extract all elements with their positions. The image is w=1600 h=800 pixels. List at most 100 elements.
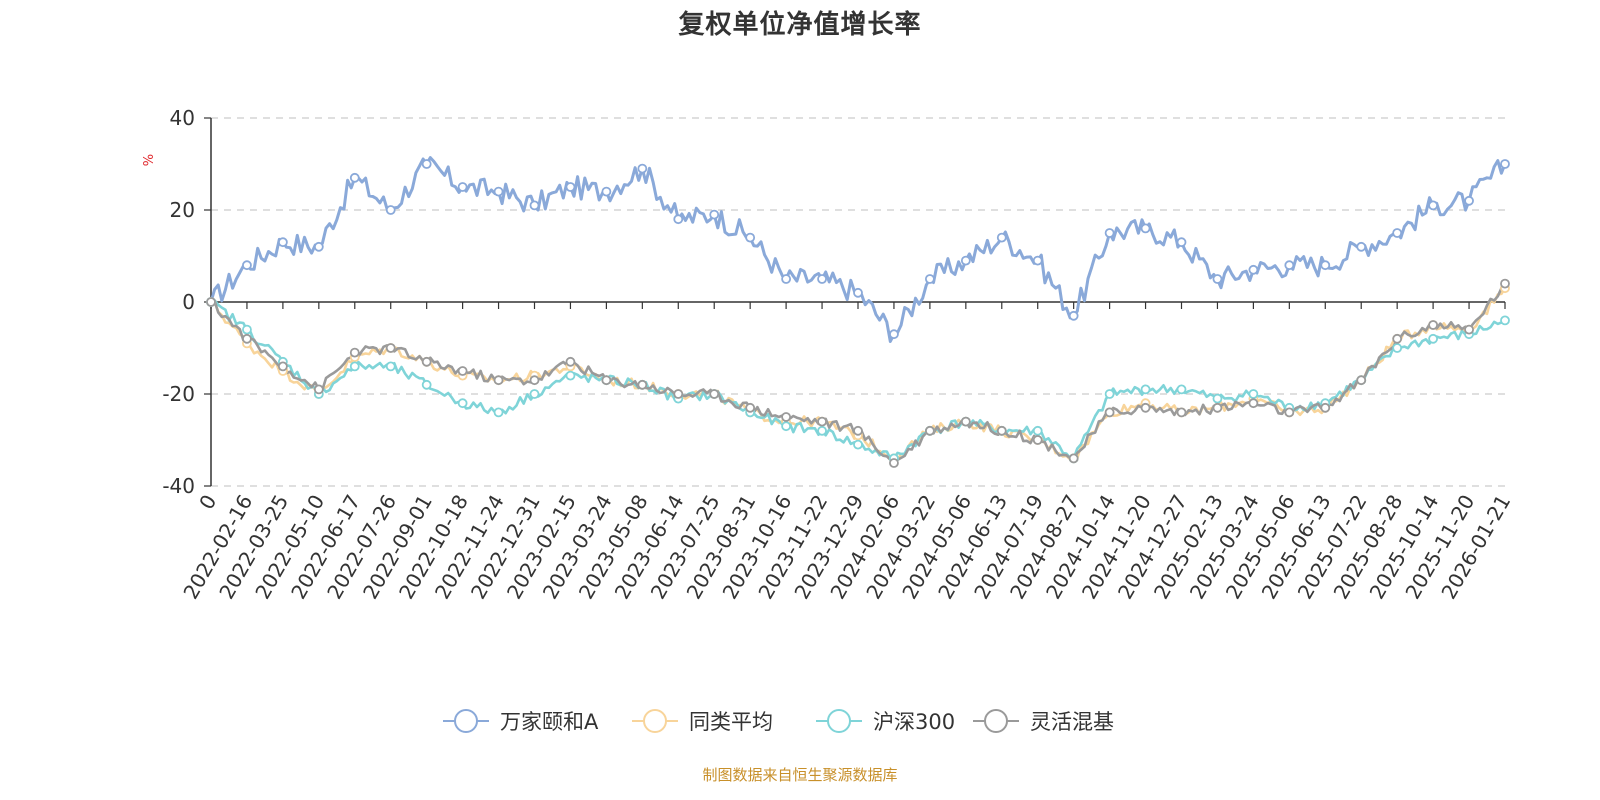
data-point[interactable] bbox=[1032, 425, 1043, 436]
data-point[interactable] bbox=[242, 260, 252, 271]
data-point[interactable] bbox=[817, 274, 827, 284]
data-point[interactable] bbox=[1176, 384, 1187, 395]
data-point[interactable] bbox=[493, 186, 504, 197]
data-point[interactable] bbox=[385, 343, 396, 353]
data-point[interactable] bbox=[745, 232, 756, 243]
data-point[interactable] bbox=[781, 421, 792, 432]
data-point[interactable] bbox=[924, 274, 935, 284]
data-point[interactable] bbox=[385, 205, 396, 215]
data-point[interactable] bbox=[1464, 324, 1474, 335]
data-point[interactable] bbox=[565, 370, 576, 381]
data-point[interactable] bbox=[1032, 435, 1043, 445]
data-point[interactable] bbox=[242, 333, 252, 344]
data-point[interactable] bbox=[853, 287, 863, 298]
data-point[interactable] bbox=[1104, 228, 1115, 238]
data-point[interactable] bbox=[349, 172, 360, 183]
data-point[interactable] bbox=[889, 329, 899, 340]
legend-item[interactable]: 万家颐和A bbox=[443, 709, 599, 734]
data-point[interactable] bbox=[1248, 398, 1259, 409]
data-point[interactable] bbox=[1428, 200, 1439, 211]
data-point[interactable] bbox=[889, 458, 899, 468]
data-point[interactable] bbox=[1320, 260, 1331, 271]
data-point[interactable] bbox=[1428, 320, 1439, 330]
data-point[interactable] bbox=[565, 356, 576, 367]
data-point[interactable] bbox=[1068, 310, 1079, 321]
data-point[interactable] bbox=[1248, 389, 1259, 399]
data-point[interactable] bbox=[1176, 407, 1187, 418]
data-point[interactable] bbox=[493, 407, 504, 418]
data-point[interactable] bbox=[1464, 195, 1474, 206]
series-line[interactable] bbox=[209, 156, 1507, 343]
data-point[interactable] bbox=[709, 389, 720, 399]
data-point[interactable] bbox=[529, 375, 540, 386]
data-point[interactable] bbox=[457, 366, 468, 376]
data-point[interactable] bbox=[637, 379, 648, 390]
data-point[interactable] bbox=[817, 416, 827, 427]
data-point[interactable] bbox=[1212, 393, 1223, 404]
data-point[interactable] bbox=[1356, 375, 1367, 386]
data-point[interactable] bbox=[1356, 241, 1367, 252]
data-point[interactable] bbox=[1104, 389, 1115, 399]
data-point[interactable] bbox=[601, 375, 612, 386]
data-point[interactable] bbox=[1320, 402, 1331, 413]
data-point[interactable] bbox=[1392, 333, 1403, 344]
data-point[interactable] bbox=[421, 379, 432, 390]
data-point[interactable] bbox=[1104, 407, 1115, 418]
data-point[interactable] bbox=[1032, 255, 1043, 266]
data-point[interactable] bbox=[1176, 237, 1187, 248]
data-point[interactable] bbox=[457, 398, 468, 409]
data-point[interactable] bbox=[206, 297, 216, 307]
legend[interactable]: 万家颐和A 同类平均 沪深300 灵活混基 bbox=[443, 709, 1114, 734]
data-point[interactable] bbox=[1392, 228, 1403, 238]
data-point[interactable] bbox=[242, 324, 252, 335]
data-point[interactable] bbox=[1284, 407, 1295, 418]
data-point[interactable] bbox=[781, 274, 792, 284]
legend-item[interactable]: 沪深300 bbox=[816, 709, 955, 734]
data-point[interactable] bbox=[313, 241, 324, 252]
data-point[interactable] bbox=[565, 182, 576, 192]
data-point[interactable] bbox=[313, 384, 324, 395]
data-point[interactable] bbox=[745, 402, 756, 413]
data-point[interactable] bbox=[1212, 274, 1223, 284]
data-point[interactable] bbox=[1500, 278, 1510, 289]
data-point[interactable] bbox=[277, 361, 288, 372]
data-point[interactable] bbox=[996, 425, 1007, 436]
data-point[interactable] bbox=[637, 163, 648, 174]
data-point[interactable] bbox=[1140, 223, 1151, 234]
data-point[interactable] bbox=[781, 412, 792, 422]
data-point[interactable] bbox=[853, 439, 863, 450]
data-point[interactable] bbox=[673, 214, 684, 225]
data-point[interactable] bbox=[385, 361, 396, 372]
data-point[interactable] bbox=[1248, 264, 1259, 275]
data-point[interactable] bbox=[529, 389, 540, 399]
data-point[interactable] bbox=[1140, 402, 1151, 413]
data-point[interactable] bbox=[960, 255, 971, 266]
data-point[interactable] bbox=[1068, 453, 1079, 464]
data-point[interactable] bbox=[996, 232, 1007, 243]
legend-item[interactable]: 同类平均 bbox=[632, 709, 773, 734]
data-point[interactable] bbox=[349, 361, 360, 372]
data-point[interactable] bbox=[924, 425, 935, 436]
data-point[interactable] bbox=[421, 356, 432, 367]
data-point[interactable] bbox=[349, 347, 360, 358]
data-point[interactable] bbox=[817, 425, 827, 436]
data-point[interactable] bbox=[960, 416, 971, 427]
data-point[interactable] bbox=[1140, 384, 1151, 395]
y-tick-label: -40 bbox=[162, 474, 195, 498]
data-point[interactable] bbox=[601, 186, 612, 197]
data-point[interactable] bbox=[673, 389, 684, 399]
data-point[interactable] bbox=[1212, 402, 1223, 413]
data-point[interactable] bbox=[457, 182, 468, 192]
data-point[interactable] bbox=[493, 375, 504, 386]
legend-item[interactable]: 灵活混基 bbox=[973, 709, 1114, 734]
data-point[interactable] bbox=[1392, 343, 1403, 353]
data-point[interactable] bbox=[1428, 333, 1439, 344]
data-point[interactable] bbox=[421, 159, 432, 169]
data-point[interactable] bbox=[529, 200, 540, 211]
data-point[interactable] bbox=[277, 237, 288, 248]
data-point[interactable] bbox=[1500, 159, 1510, 169]
data-point[interactable] bbox=[1284, 260, 1295, 271]
data-point[interactable] bbox=[709, 209, 720, 220]
data-point[interactable] bbox=[853, 425, 863, 436]
data-point[interactable] bbox=[1500, 315, 1510, 326]
